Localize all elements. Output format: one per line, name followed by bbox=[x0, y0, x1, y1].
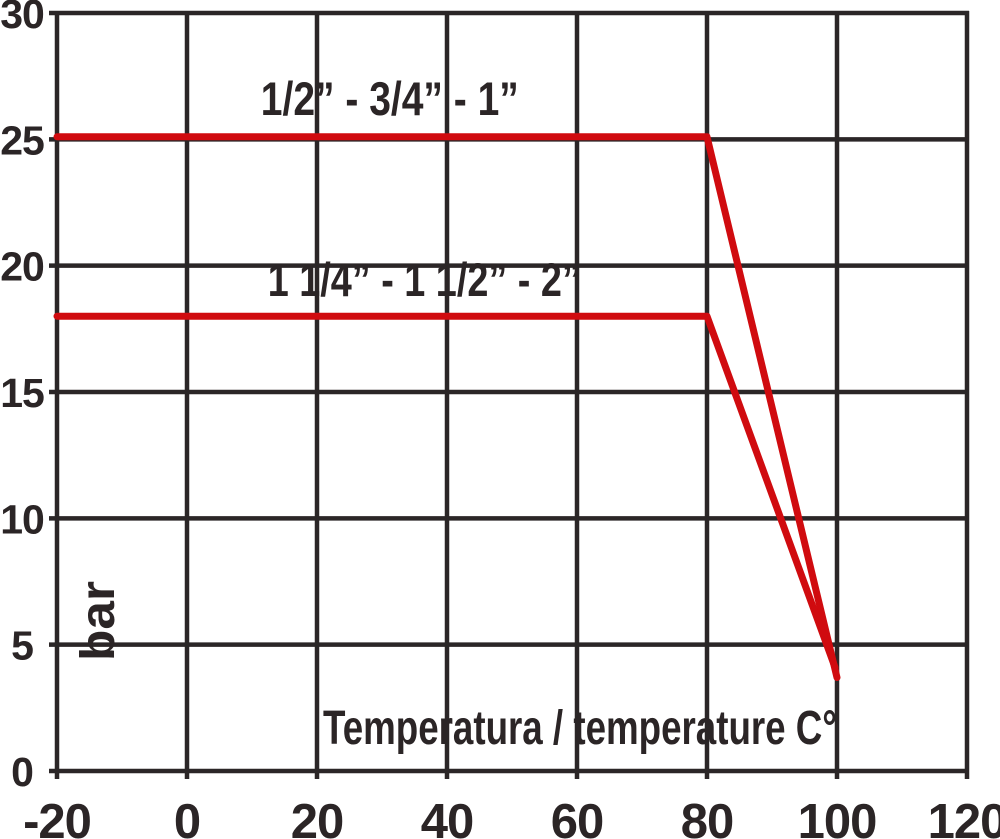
series-layer bbox=[53, 133, 841, 682]
pressure-line-0 bbox=[53, 133, 841, 682]
x-tick-label: 40 bbox=[421, 795, 474, 839]
x-tick-label: 0 bbox=[174, 795, 200, 839]
series-label-large-sizes: 1 1/4” - 1 1/2” - 2” bbox=[268, 253, 581, 306]
y-tick-label: 15 bbox=[0, 370, 44, 416]
x-tick-label: 20 bbox=[291, 795, 344, 839]
y-tick-label: 0 bbox=[11, 749, 33, 795]
y-tick-label: 10 bbox=[0, 496, 44, 542]
y-tick-label: 25 bbox=[0, 117, 44, 163]
pressure-line-1 bbox=[53, 312, 839, 671]
y-axis-label: bar bbox=[72, 581, 125, 661]
y-tick-label: 30 bbox=[0, 0, 44, 37]
y-tick-label: 20 bbox=[0, 244, 44, 290]
y-tick-label: 5 bbox=[11, 623, 33, 669]
series-label-small-sizes: 1/2” - 3/4” - 1” bbox=[261, 72, 519, 125]
x-tick-label: 60 bbox=[551, 795, 604, 839]
x-tick-label: 100 bbox=[798, 795, 877, 839]
y-tick-labels: 0 5 10 15 20 25 30 bbox=[0, 0, 45, 795]
x-axis-label: Temperatura / temperature C° bbox=[323, 702, 837, 755]
x-tick-label: 120 bbox=[928, 795, 1000, 839]
x-tick-labels: -20 0 20 40 60 80 100 120 bbox=[23, 795, 1000, 839]
x-tick-label: -20 bbox=[23, 795, 91, 839]
x-tick-label: 80 bbox=[681, 795, 734, 839]
